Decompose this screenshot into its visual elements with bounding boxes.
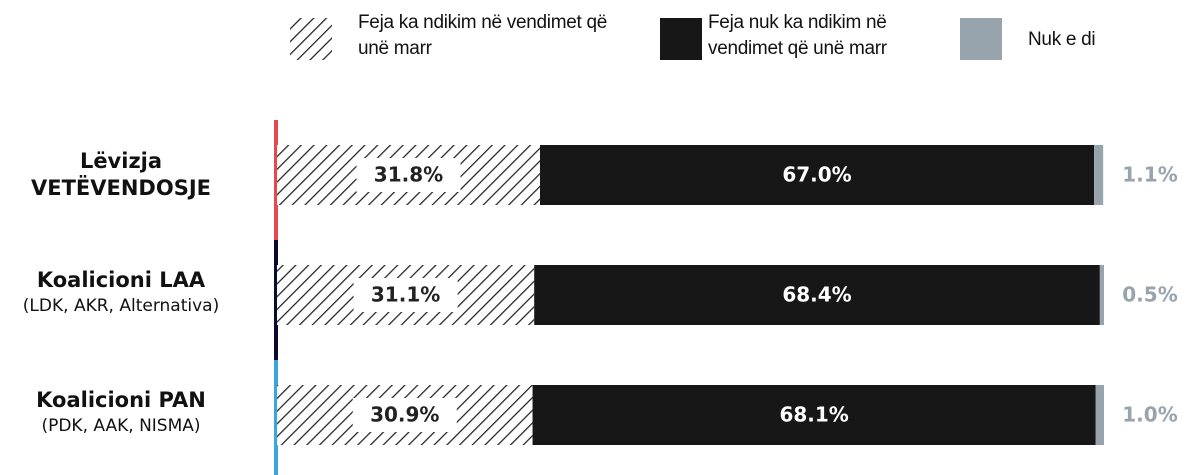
- legend-swatch: [660, 18, 702, 60]
- category-name: Koalicioni LAA: [36, 268, 206, 292]
- category-marker: [274, 120, 278, 240]
- category-label: Koalicioni PAN (PDK, AAK, NISMA): [0, 387, 251, 439]
- data-label: 31.1%: [371, 283, 440, 307]
- data-label: 1.0%: [1122, 403, 1177, 427]
- legend-label: Feja ka ndikim në vendimet që unë marr: [358, 12, 607, 59]
- category-marker: [274, 360, 278, 475]
- category-marker: [274, 240, 278, 360]
- category-label: Koalicioni LAA (LDK, AKR, Alternativa): [0, 267, 251, 319]
- data-label: 1.1%: [1122, 163, 1177, 187]
- bar-segment: [534, 265, 1100, 325]
- legend-label: Nuk e di: [1028, 29, 1096, 50]
- bar-segment: [1095, 385, 1104, 445]
- category-note: (PDK, AAK, NISMA): [41, 416, 201, 436]
- bar-segment: [539, 145, 1095, 205]
- label-box: [356, 158, 461, 192]
- category-label: Lëvizja VETËVENDOSJE: [0, 148, 251, 202]
- data-label: 68.1%: [779, 403, 848, 427]
- bar-segment: [1094, 145, 1104, 205]
- legend-label: Feja nuk ka ndikim në vendimet që unë ma…: [708, 12, 887, 59]
- label-box: [353, 278, 458, 312]
- category-name: Koalicioni PAN: [36, 388, 206, 412]
- data-label: 30.9%: [370, 403, 439, 427]
- legend-swatch: [290, 18, 332, 60]
- data-label: 67.0%: [782, 163, 851, 187]
- label-box: [352, 398, 457, 432]
- bar-segment: [532, 385, 1096, 445]
- data-label: 31.8%: [374, 163, 443, 187]
- category-name: Lëvizja VETËVENDOSJE: [30, 149, 211, 200]
- data-label: 0.5%: [1122, 283, 1177, 307]
- legend-swatch: [960, 18, 1002, 60]
- bar-segment: [1099, 265, 1104, 325]
- category-note: (LDK, AKR, Alternativa): [22, 296, 220, 316]
- data-label: 68.4%: [782, 283, 851, 307]
